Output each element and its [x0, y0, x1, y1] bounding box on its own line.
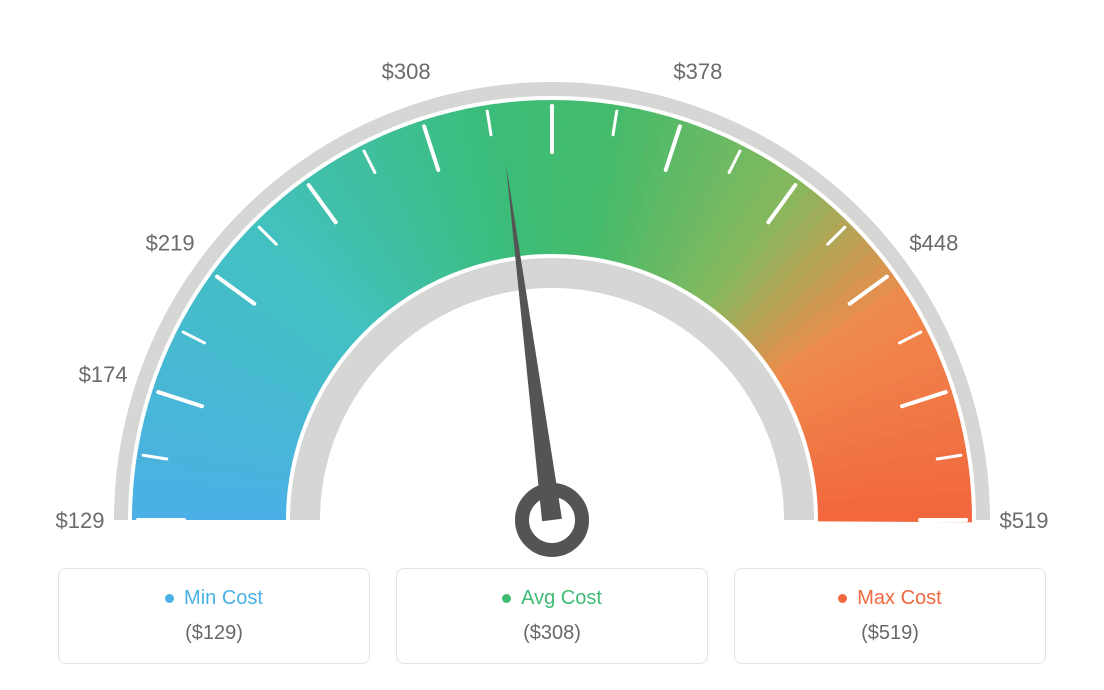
- legend-label-text: Max Cost: [857, 587, 941, 610]
- legend-dot-icon: [838, 594, 847, 603]
- legend-value: ($308): [407, 622, 697, 645]
- legend-value: ($519): [745, 622, 1035, 645]
- tick-label: $174: [79, 362, 128, 387]
- legend-dot-icon: [502, 594, 511, 603]
- legend-label-text: Avg Cost: [521, 587, 602, 610]
- legend-label-text: Min Cost: [184, 587, 263, 610]
- tick-label: $448: [909, 231, 958, 256]
- legend-card-avg: Avg Cost ($308): [396, 568, 708, 664]
- legend-value: ($129): [69, 622, 359, 645]
- legend-card-min: Min Cost ($129): [58, 568, 370, 664]
- legend-label: Max Cost: [838, 587, 941, 610]
- tick-label: $219: [146, 231, 195, 256]
- gauge-chart: $129 $174 $219 $308 $378 $448 $519: [0, 0, 1104, 560]
- gauge-svg: $129 $174 $219 $308 $378 $448 $519: [0, 0, 1104, 560]
- tick-label: $378: [673, 59, 722, 84]
- legend-label: Min Cost: [165, 587, 263, 610]
- legend-dot-icon: [165, 594, 174, 603]
- legend-label: Avg Cost: [502, 587, 602, 610]
- legend-row: Min Cost ($129) Avg Cost ($308) Max Cost ($51…: [0, 568, 1104, 664]
- tick-label: $308: [382, 59, 431, 84]
- legend-card-max: Max Cost ($519): [734, 568, 1046, 664]
- tick-label: $519: [1000, 508, 1049, 533]
- tick-label: $129: [56, 508, 105, 533]
